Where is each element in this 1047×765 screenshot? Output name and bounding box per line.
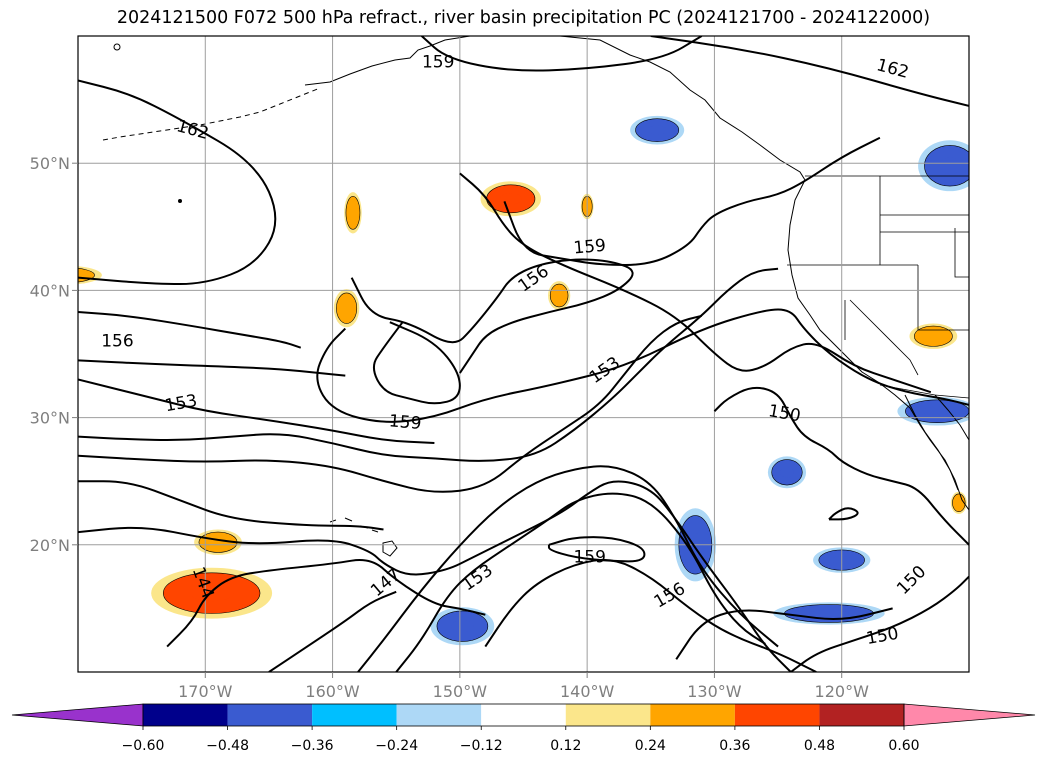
colorbar-frame (142, 703, 905, 727)
contour-line-156 (484, 558, 817, 672)
colorbar-tick-label: −0.60 (122, 738, 165, 754)
colorbar-segment (396, 704, 482, 726)
shade-region-core (647, 125, 667, 135)
contour-lines (78, 36, 969, 672)
colorbar-tick-label: −0.12 (460, 738, 503, 754)
colorbar: −0.60 −0.48 −0.36 −0.24 −0.12 0.12 0.24 0.36 0.4… (11, 703, 1036, 754)
shade-region-core (808, 609, 850, 618)
shade-region-core (938, 157, 962, 174)
shade-region (913, 325, 953, 347)
contour-line-144 (166, 559, 486, 648)
shade-region (952, 493, 966, 513)
x-tick-label: 170°W (178, 682, 233, 701)
contour-labels: 1621621591591591591561561561531531531501… (101, 53, 930, 649)
state-borders (787, 175, 969, 399)
contour-line-150 (357, 465, 779, 672)
contour-line-159 (78, 359, 346, 377)
colorbar-tick-label: 0.36 (719, 738, 750, 754)
contour-label: 147 (367, 565, 405, 601)
coastline-alaska (304, 36, 806, 181)
colorbar-tick-label: 0.12 (550, 738, 581, 754)
shade-region-core (922, 406, 952, 416)
contour-label: 156 (651, 579, 689, 613)
x-tick-label: 150°W (433, 682, 488, 701)
shade-region (549, 283, 569, 308)
colorbar-tick-label: 0.48 (804, 738, 835, 754)
contour-line-156 (350, 258, 634, 374)
colorbar-segment (650, 704, 735, 726)
shade-region-core (780, 467, 794, 478)
contour-line-156 (372, 321, 461, 405)
colorbar-segment (819, 704, 904, 726)
contour-label: 159 (573, 236, 607, 259)
contour-line-153 (78, 267, 779, 462)
colorbar-tick-label: −0.36 (291, 738, 334, 754)
contour-label: 159 (422, 53, 454, 73)
contour-label: 156 (101, 331, 133, 351)
x-tick-label: 120°W (815, 682, 870, 701)
colorbar-segment (312, 704, 397, 726)
contour-line-159 (421, 36, 703, 72)
contour-label: 153 (459, 560, 497, 595)
contour-label: 153 (163, 391, 198, 416)
contour-line-150 (713, 386, 969, 546)
colorbar-tick-label: −0.24 (375, 738, 418, 754)
x-tick-label: 130°W (687, 682, 742, 701)
chart-title: 2024121500 F072 500 hPa refract., river … (116, 8, 931, 28)
contour-label: 150 (865, 624, 900, 649)
contour-line-162 (78, 79, 277, 286)
colorbar-segment (565, 704, 651, 726)
contour-label: 150 (767, 401, 802, 426)
shade-region (336, 292, 358, 324)
contour-line-153 (78, 378, 435, 445)
coastline-aleutians (102, 87, 321, 141)
contour-line-150 (78, 314, 702, 493)
contour-label: 156 (515, 261, 553, 296)
shade-region-core (189, 584, 234, 602)
y-tick-label: 40°N (30, 281, 70, 300)
contour-line-144 (268, 590, 397, 672)
map-frame (77, 35, 970, 673)
colorbar-segment (734, 704, 820, 726)
contour-line-153 (395, 492, 766, 672)
y-axis-ticks: 20°N 30°N 40°N 50°N (30, 154, 78, 555)
x-tick-label: 160°W (305, 682, 360, 701)
coastline-layer (102, 36, 969, 557)
colorbar-segment (143, 704, 228, 726)
y-tick-label: 50°N (30, 154, 70, 173)
shade-region (345, 195, 361, 230)
colorbar-min-arrow (11, 703, 144, 727)
x-axis-ticks: 170°W 160°W 150°W 140°W 130°W 120°W (178, 672, 869, 701)
contour-line-150 (790, 575, 969, 672)
y-tick-label: 20°N (30, 536, 70, 555)
colorbar-tick-label: 0.24 (635, 738, 666, 754)
colorbar-segment (481, 704, 566, 726)
y-tick-label: 30°N (30, 409, 70, 428)
colorbar-tick-label: 0.60 (888, 738, 919, 754)
contour-label: 159 (573, 548, 605, 568)
contour-line-159 (503, 136, 881, 266)
contour-line-156 (459, 172, 932, 394)
colorbar-max-arrow (903, 703, 1036, 727)
contour-line-150 (828, 507, 859, 521)
shade-region-core (499, 193, 522, 205)
contour-line-159 (316, 308, 969, 423)
contour-label: 150 (893, 562, 930, 599)
x-tick-label: 140°W (560, 682, 615, 701)
colorbar-tick-label: −0.48 (206, 738, 249, 754)
contour-line-156 (78, 311, 302, 349)
contour-label: 159 (388, 411, 422, 434)
shade-region-core (450, 620, 474, 633)
contour-line-162 (650, 36, 969, 107)
contour-line-159 (547, 536, 646, 563)
contour-label: 162 (874, 55, 911, 83)
contour-line-147 (78, 480, 792, 672)
contour-line-156 (675, 607, 893, 660)
colorbar-segment (227, 704, 313, 726)
contour-line-147 (78, 480, 384, 531)
